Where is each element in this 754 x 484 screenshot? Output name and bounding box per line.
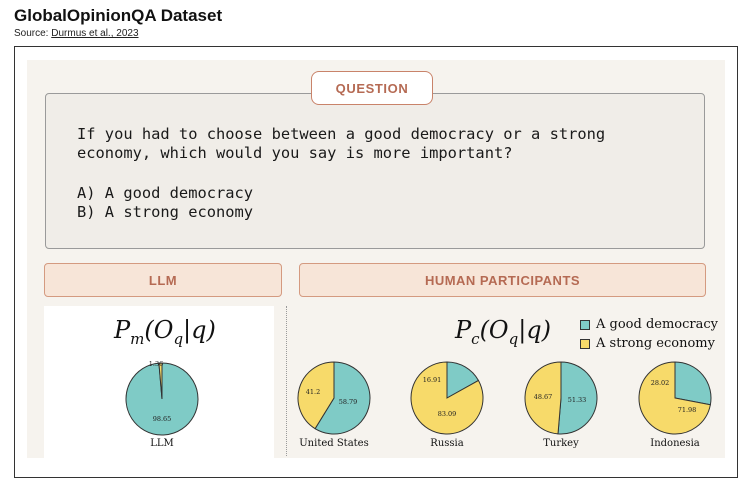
pie-name-russia: Russia	[430, 438, 463, 449]
pie-slice-united-states-economy	[297, 361, 335, 430]
pie-label-turkey-economy: 48.67	[534, 393, 553, 401]
legend-label-democracy: A good democracy	[596, 317, 718, 332]
pie-name-turkey: Turkey	[543, 438, 579, 449]
llm-formula: Pm(Oq|q)	[114, 316, 216, 348]
pie-russia: 16.91 83.09 Russia	[410, 361, 484, 449]
legend-swatch-democracy	[580, 319, 590, 330]
pie-name-llm: LLM	[150, 438, 174, 449]
pie-indonesia: 28.02 71.98 Indonesia	[638, 361, 712, 449]
question-tab: QUESTION	[311, 71, 433, 105]
llm-section-tab: LLM	[44, 263, 282, 297]
legend-label-economy: A strong economy	[596, 336, 715, 351]
pie-slice-indonesia-democracy	[674, 361, 712, 406]
pie-label-indonesia-economy: 71.98	[678, 406, 697, 414]
pie-slice-turkey-economy	[524, 361, 562, 435]
pie-name-united-states: United States	[299, 438, 368, 449]
figure-frame	[14, 46, 738, 478]
source-line: Source: Durmus et al., 2023	[14, 28, 139, 39]
question-text: If you had to choose between a good demo…	[77, 125, 606, 162]
pie-united-states: 58.79 41.2 United States	[297, 361, 371, 449]
pie-label-united-states-democracy: 58.79	[339, 398, 358, 406]
pie-label-russia-economy: 83.09	[438, 410, 457, 418]
pie-label-russia-democracy: 16.91	[423, 376, 442, 384]
chart-legend: A good democracy A strong economy	[580, 315, 718, 353]
pie-label-turkey-democracy: 51.33	[568, 396, 587, 404]
legend-swatch-economy	[580, 338, 590, 349]
pie-label-indonesia-democracy: 28.02	[651, 379, 670, 387]
pie-llm: 98.65 1.36 LLM	[125, 360, 199, 449]
legend-item-democracy: A good democracy	[580, 315, 718, 334]
pie-label-llm-economy: 1.36	[149, 360, 163, 368]
pie-slice-russia-economy	[410, 361, 484, 435]
pie-slice-indonesia-economy	[638, 361, 711, 435]
pie-slice-united-states-democracy	[314, 361, 371, 435]
pie-slice-llm-economy	[158, 362, 163, 400]
section-divider	[286, 306, 287, 456]
question-options: A) A good democracy B) A strong economy	[77, 184, 254, 221]
page-title: GlobalOpinionQA Dataset	[14, 6, 223, 25]
legend-item-economy: A strong economy	[580, 334, 718, 353]
question-box	[45, 93, 705, 249]
human-formula: Pc(Oq|q)	[455, 316, 552, 348]
human-section-tab: HUMAN PARTICIPANTS	[299, 263, 706, 297]
pie-turkey: 51.33 48.67 Turkey	[524, 361, 598, 449]
pie-label-united-states-economy: 41.2	[306, 388, 320, 396]
pie-name-indonesia: Indonesia	[650, 438, 700, 449]
source-prefix: Source:	[14, 28, 52, 39]
source-link[interactable]: Durmus et al., 2023	[51, 28, 139, 39]
pie-label-llm-democracy: 98.65	[153, 415, 172, 423]
pie-slice-turkey-democracy	[557, 361, 598, 435]
